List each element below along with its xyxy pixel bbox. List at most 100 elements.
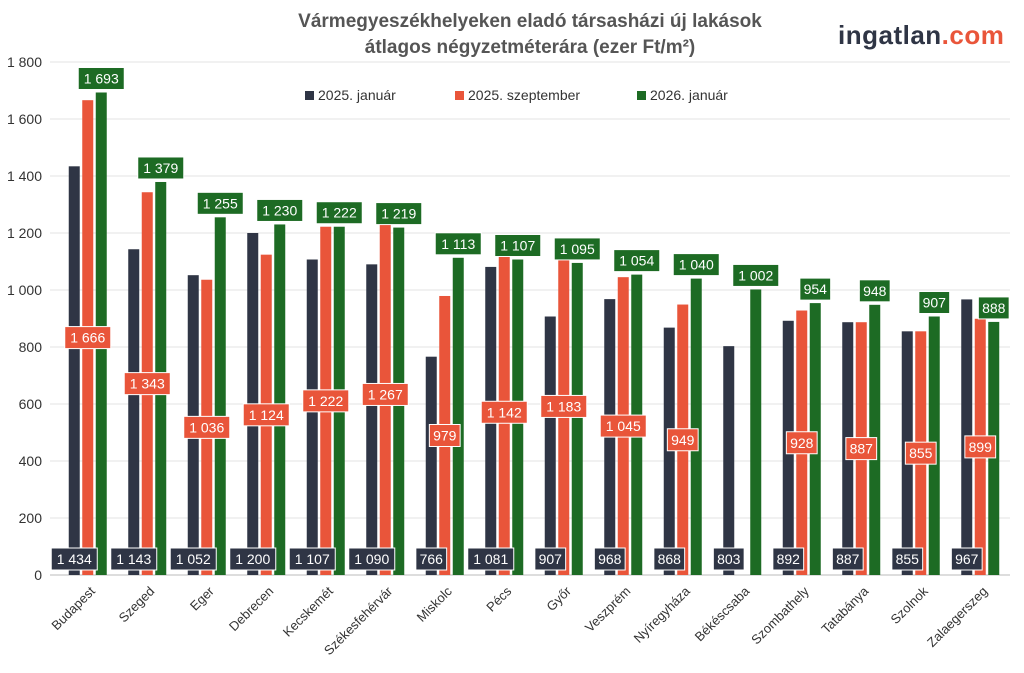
- x-tick-label: Kecskemét: [280, 583, 336, 639]
- data-label: 1 142: [487, 404, 522, 420]
- data-label-box: [196, 191, 244, 215]
- ingatlan-logo: ingatlan.com: [838, 20, 1005, 50]
- data-label: 954: [804, 281, 828, 297]
- bar-2025-jan: [306, 259, 318, 575]
- data-label: 1 036: [189, 419, 224, 435]
- data-label: 1 267: [368, 386, 403, 402]
- data-label-box: [712, 547, 745, 571]
- x-tick-label: Debrecen: [226, 584, 276, 634]
- bar-2025-jan: [544, 316, 556, 575]
- data-label-box: [553, 237, 601, 261]
- x-tick-label: Szolnok: [888, 583, 932, 627]
- chart-title: Vármegyeszékhelyeken eladó társasházi új…: [250, 9, 810, 61]
- y-tick-label: 400: [19, 453, 43, 469]
- data-label: 1 113: [441, 236, 475, 252]
- data-label: 888: [982, 300, 1006, 316]
- data-label: 948: [863, 283, 887, 299]
- data-label-box: [785, 431, 818, 455]
- legend-label: 2026. január: [650, 87, 728, 103]
- bar-2025-jan: [723, 346, 735, 575]
- data-label: 855: [909, 445, 933, 461]
- data-label: 1 095: [560, 241, 595, 257]
- data-label-box: [831, 547, 864, 571]
- data-label: 1 693: [84, 70, 119, 86]
- x-tick-label: Szeged: [116, 584, 158, 626]
- data-label-box: [599, 414, 647, 438]
- data-label-box: [799, 277, 832, 301]
- data-label-box: [137, 156, 185, 180]
- y-tick-label: 800: [19, 339, 43, 355]
- data-label-box: [361, 382, 409, 406]
- bar-2025-jan: [366, 264, 378, 575]
- data-label-box: [964, 435, 997, 459]
- chart-title-line2: átlagos négyzetméterára (ezer Ft/m²): [364, 37, 696, 58]
- data-label: 887: [836, 551, 860, 567]
- data-label-box: [467, 547, 515, 571]
- data-label-box: [375, 202, 423, 226]
- data-label-box: [242, 403, 290, 427]
- data-label-box: [288, 547, 336, 571]
- data-label: 868: [658, 551, 682, 567]
- data-label-box: [110, 547, 158, 571]
- data-label: 968: [598, 551, 622, 567]
- data-label: 979: [433, 427, 457, 443]
- legend-label: 2025. január: [318, 87, 396, 103]
- data-label-box: [540, 394, 588, 418]
- legend-label: 2025. szeptember: [468, 87, 580, 103]
- bar-2026-jan: [690, 278, 702, 575]
- data-label-box: [302, 389, 350, 413]
- data-label-box: [653, 547, 686, 571]
- data-label: 892: [777, 551, 801, 567]
- y-tick-label: 1 400: [7, 168, 42, 184]
- data-label: 1 434: [57, 551, 92, 567]
- bar-2025-jan: [68, 166, 80, 575]
- data-label-box: [77, 66, 125, 90]
- data-label-box: [428, 423, 461, 447]
- y-tick-label: 600: [19, 396, 43, 412]
- data-label: 907: [923, 295, 947, 311]
- data-label: 1 222: [322, 205, 357, 221]
- data-label: 1 054: [619, 253, 654, 269]
- data-label: 1 230: [262, 202, 297, 218]
- data-label: 1 090: [354, 551, 389, 567]
- bar-2026-jan: [214, 217, 226, 575]
- data-label: 887: [850, 441, 874, 457]
- legend-swatch: [637, 91, 646, 100]
- y-tick-label: 0: [34, 567, 42, 583]
- data-label-box: [169, 547, 217, 571]
- data-label-box: [494, 234, 542, 258]
- data-label-box: [415, 547, 448, 571]
- data-label-box: [950, 547, 983, 571]
- data-label-box: [593, 547, 626, 571]
- y-tick-label: 1 600: [7, 111, 42, 127]
- x-tick-label: Budapest: [48, 583, 98, 633]
- x-tick-label: Békéscsaba: [692, 583, 753, 644]
- data-label: 855: [896, 551, 920, 567]
- data-label: 949: [671, 432, 695, 448]
- data-label-box: [315, 201, 363, 225]
- bar-2026-jan: [452, 257, 464, 575]
- data-label: 1 255: [203, 195, 238, 211]
- data-label-box: [891, 547, 924, 571]
- bar-2026-jan: [571, 262, 583, 575]
- bar-2026-jan: [274, 224, 286, 575]
- data-label-box: [480, 400, 528, 424]
- legend-swatch: [455, 91, 464, 100]
- x-tick-label: Nyíregyháza: [631, 583, 694, 646]
- bar-2025-jan: [128, 249, 140, 575]
- data-label-box: [977, 296, 1010, 320]
- x-tick-label: Eger: [187, 583, 217, 613]
- data-label: 1 052: [176, 551, 211, 567]
- data-label-box: [666, 428, 699, 452]
- data-label: 899: [969, 439, 993, 455]
- data-label-box: [50, 547, 98, 571]
- data-label: 803: [717, 551, 741, 567]
- legend-swatch: [305, 91, 314, 100]
- data-label-box: [229, 547, 277, 571]
- data-label: 1 040: [679, 257, 714, 273]
- data-label-box: [123, 372, 171, 396]
- bar-2026-jan: [750, 289, 762, 575]
- data-label: 1 002: [738, 267, 773, 283]
- x-tick-label: Veszprém: [582, 584, 633, 635]
